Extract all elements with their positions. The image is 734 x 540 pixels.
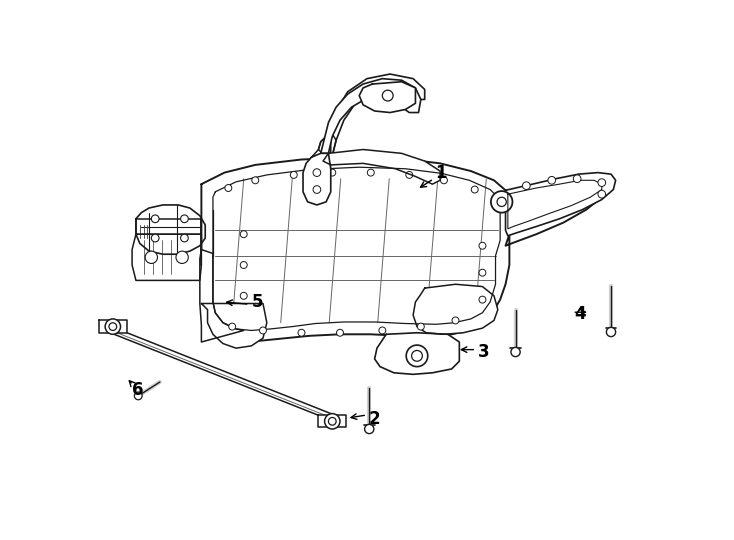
Text: 3: 3	[478, 343, 490, 361]
Circle shape	[313, 186, 321, 193]
Circle shape	[151, 215, 159, 222]
Polygon shape	[303, 153, 331, 205]
Circle shape	[181, 215, 189, 222]
Circle shape	[418, 323, 424, 330]
Circle shape	[313, 168, 321, 177]
Circle shape	[452, 317, 459, 324]
Circle shape	[328, 417, 336, 425]
Circle shape	[497, 197, 506, 206]
Circle shape	[365, 424, 374, 434]
Circle shape	[573, 175, 581, 183]
Polygon shape	[359, 82, 415, 112]
Text: 5: 5	[252, 293, 264, 311]
Polygon shape	[321, 79, 421, 153]
Circle shape	[511, 347, 520, 356]
Polygon shape	[201, 303, 267, 348]
Circle shape	[298, 329, 305, 336]
Circle shape	[145, 251, 158, 264]
Circle shape	[440, 177, 448, 184]
Circle shape	[151, 234, 159, 242]
Polygon shape	[323, 150, 440, 184]
Circle shape	[134, 392, 142, 400]
Circle shape	[176, 251, 189, 264]
Polygon shape	[506, 173, 616, 236]
Polygon shape	[309, 134, 331, 179]
Circle shape	[379, 327, 386, 334]
Polygon shape	[136, 205, 206, 254]
Circle shape	[324, 414, 340, 429]
Circle shape	[606, 327, 616, 336]
Circle shape	[406, 171, 413, 178]
Polygon shape	[136, 219, 201, 234]
Polygon shape	[201, 157, 608, 342]
Circle shape	[523, 182, 530, 190]
Circle shape	[229, 323, 236, 330]
Text: 2: 2	[368, 410, 380, 428]
Circle shape	[479, 242, 486, 249]
Circle shape	[367, 169, 374, 176]
Polygon shape	[319, 134, 336, 156]
Circle shape	[240, 292, 247, 299]
Circle shape	[181, 234, 189, 242]
Polygon shape	[132, 234, 201, 280]
Circle shape	[109, 323, 117, 330]
Circle shape	[240, 231, 247, 238]
Text: 1: 1	[435, 164, 447, 182]
Circle shape	[598, 190, 606, 198]
Circle shape	[548, 177, 556, 184]
Circle shape	[471, 186, 478, 193]
Circle shape	[225, 185, 232, 192]
Circle shape	[260, 327, 266, 334]
Polygon shape	[112, 328, 333, 420]
Polygon shape	[200, 249, 244, 342]
Circle shape	[412, 350, 422, 361]
Polygon shape	[374, 333, 459, 374]
Circle shape	[252, 177, 259, 184]
Circle shape	[336, 329, 344, 336]
Circle shape	[406, 345, 428, 367]
Polygon shape	[324, 74, 425, 156]
Polygon shape	[413, 284, 498, 334]
Circle shape	[598, 179, 606, 186]
Polygon shape	[319, 415, 346, 428]
Circle shape	[240, 261, 247, 268]
Text: 6: 6	[132, 381, 143, 399]
Circle shape	[479, 296, 486, 303]
Text: 4: 4	[574, 305, 586, 323]
Circle shape	[382, 90, 393, 101]
Circle shape	[329, 169, 335, 176]
Circle shape	[491, 191, 512, 213]
Circle shape	[105, 319, 120, 334]
Polygon shape	[99, 320, 127, 333]
Circle shape	[291, 171, 297, 178]
Circle shape	[479, 269, 486, 276]
